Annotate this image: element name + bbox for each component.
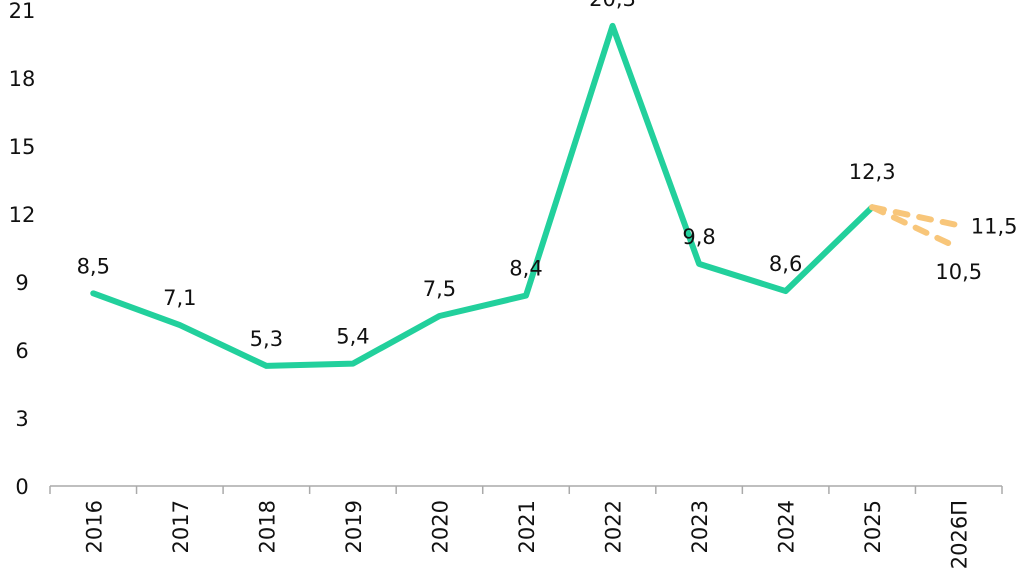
data-label: 8,6 — [769, 252, 802, 276]
x-tick-label: 2020 — [428, 500, 452, 553]
x-tick-label: 2017 — [169, 500, 193, 553]
series-line-1 — [869, 204, 962, 229]
x-axis: 2016 2017 2018 2019 2020 2021 2022 2023 2024 2025… — [49, 485, 1003, 569]
data-label: 8,4 — [509, 257, 542, 281]
data-label: 11,5 — [971, 214, 1018, 238]
data-label: 12,3 — [849, 160, 896, 184]
data-label: 10,5 — [935, 260, 982, 284]
data-label: 5,3 — [250, 327, 283, 351]
y-tick-label: 12 — [9, 203, 36, 227]
y-tick-label: 6 — [15, 339, 28, 363]
series-line-0 — [90, 22, 876, 369]
x-tick-label: 2023 — [688, 500, 712, 553]
data-label: 9,8 — [682, 225, 715, 249]
x-tick-label: 2019 — [342, 500, 366, 553]
data-label: 7,5 — [423, 277, 456, 301]
series-line-2 — [869, 204, 962, 251]
data-label: 7,1 — [163, 286, 196, 310]
x-tick-label: 2024 — [775, 500, 799, 553]
y-tick-label: 9 — [15, 271, 28, 295]
y-tick-label: 0 — [15, 475, 28, 499]
y-tick-label: 21 — [9, 0, 36, 23]
x-tick-label: 2025 — [861, 500, 885, 553]
data-label: 8,5 — [77, 254, 110, 278]
series-lines — [90, 22, 962, 369]
data-labels: 8,5 7,1 5,3 5,4 7,5 8,4 20,3 9,8 8,6 12,3 11,5 10,5 — [77, 0, 1018, 351]
x-tick-label: 2016 — [82, 500, 106, 553]
y-tick-label: 18 — [9, 67, 36, 91]
x-tick-label: 2021 — [515, 500, 539, 553]
y-tick-label: 15 — [9, 135, 36, 159]
y-tick-label: 3 — [15, 407, 28, 431]
data-label: 5,4 — [336, 325, 369, 349]
x-tick-label: 2026П — [948, 500, 972, 569]
data-label: 20,3 — [589, 0, 636, 11]
x-tick-label: 2018 — [255, 500, 279, 553]
x-tick-label: 2022 — [602, 500, 626, 553]
y-axis: 0 3 6 9 12 15 18 21 — [9, 0, 36, 499]
